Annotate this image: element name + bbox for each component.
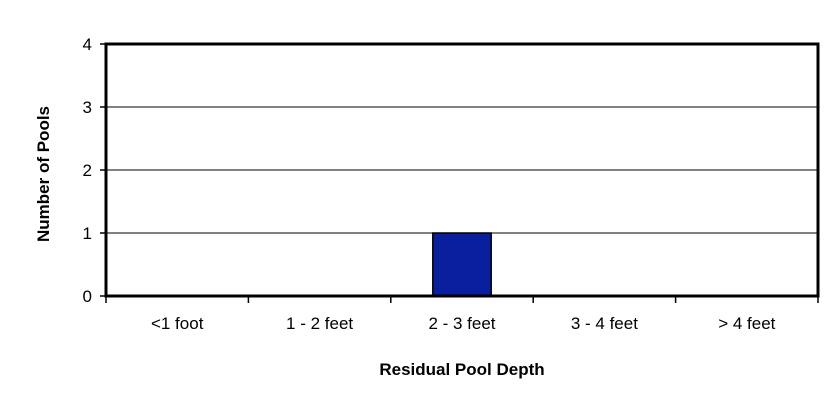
y-axis-title: Number of Pools [34,106,53,242]
y-tick-label-1: 1 [83,224,92,243]
x-axis-title: Residual Pool Depth [379,360,544,379]
y-tick-label-3: 3 [83,98,92,117]
bar-2 [432,232,492,297]
y-tick-label-0: 0 [83,287,92,306]
x-tick-label-2: 2 - 3 feet [428,314,495,333]
y-tick-label-4: 4 [83,35,92,54]
bars [432,232,492,297]
x-axis-ticks: <1 foot 1 - 2 feet 2 - 3 feet 3 - 4 feet > 4… [105,296,819,333]
y-axis-ticks: 0 1 2 3 4 [83,35,106,306]
x-tick-label-1: 1 - 2 feet [286,314,353,333]
x-tick-label-3: 3 - 4 feet [571,314,638,333]
gridlines [106,106,818,234]
y-tick-label-2: 2 [83,161,92,180]
x-tick-label-0: <1 foot [151,314,204,333]
x-tick-label-4: > 4 feet [718,314,775,333]
